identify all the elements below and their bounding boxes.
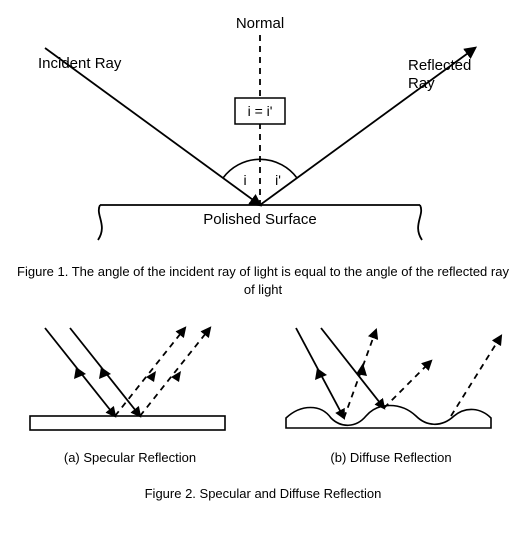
- panel-b-label: (b) Diffuse Reflection: [266, 450, 516, 465]
- reflected-label-2: Ray: [408, 75, 435, 92]
- figure2-row: (a) Specular Reflection (b) Diffuse Refl…: [10, 316, 516, 465]
- angle-ip-label: i': [275, 172, 281, 188]
- figure2-panel-b: (b) Diffuse Reflection: [266, 316, 516, 465]
- diffuse-reflected-2: [384, 361, 431, 408]
- specular-diagram: [10, 316, 250, 446]
- figure2-panel-a: (a) Specular Reflection: [10, 316, 250, 465]
- arrowhead-icon: [171, 371, 181, 382]
- arrowhead-icon: [356, 363, 367, 376]
- arrowhead-icon: [315, 368, 327, 380]
- figure1-diagram: i = i' i i' Normal Incident Ray Reflecte…: [10, 10, 516, 255]
- surface-label: Polished Surface: [203, 211, 316, 228]
- diffuse-surface: [286, 406, 491, 429]
- diffuse-diagram: [266, 316, 516, 446]
- figure2-caption: Figure 2. Specular and Diffuse Reflectio…: [10, 485, 516, 503]
- incident-label: Incident Ray: [38, 55, 122, 72]
- diffuse-reflected-3: [451, 336, 501, 416]
- panel-a-label: (a) Specular Reflection: [10, 450, 250, 465]
- normal-label: Normal: [236, 15, 284, 32]
- angle-i-label: i: [243, 172, 246, 188]
- equation-text: i = i': [248, 103, 273, 119]
- arrowhead-icon: [146, 371, 156, 382]
- specular-surface: [30, 416, 225, 430]
- figure1-caption: Figure 1. The angle of the incident ray …: [10, 263, 516, 298]
- reflected-label-1: Reflected: [408, 57, 471, 74]
